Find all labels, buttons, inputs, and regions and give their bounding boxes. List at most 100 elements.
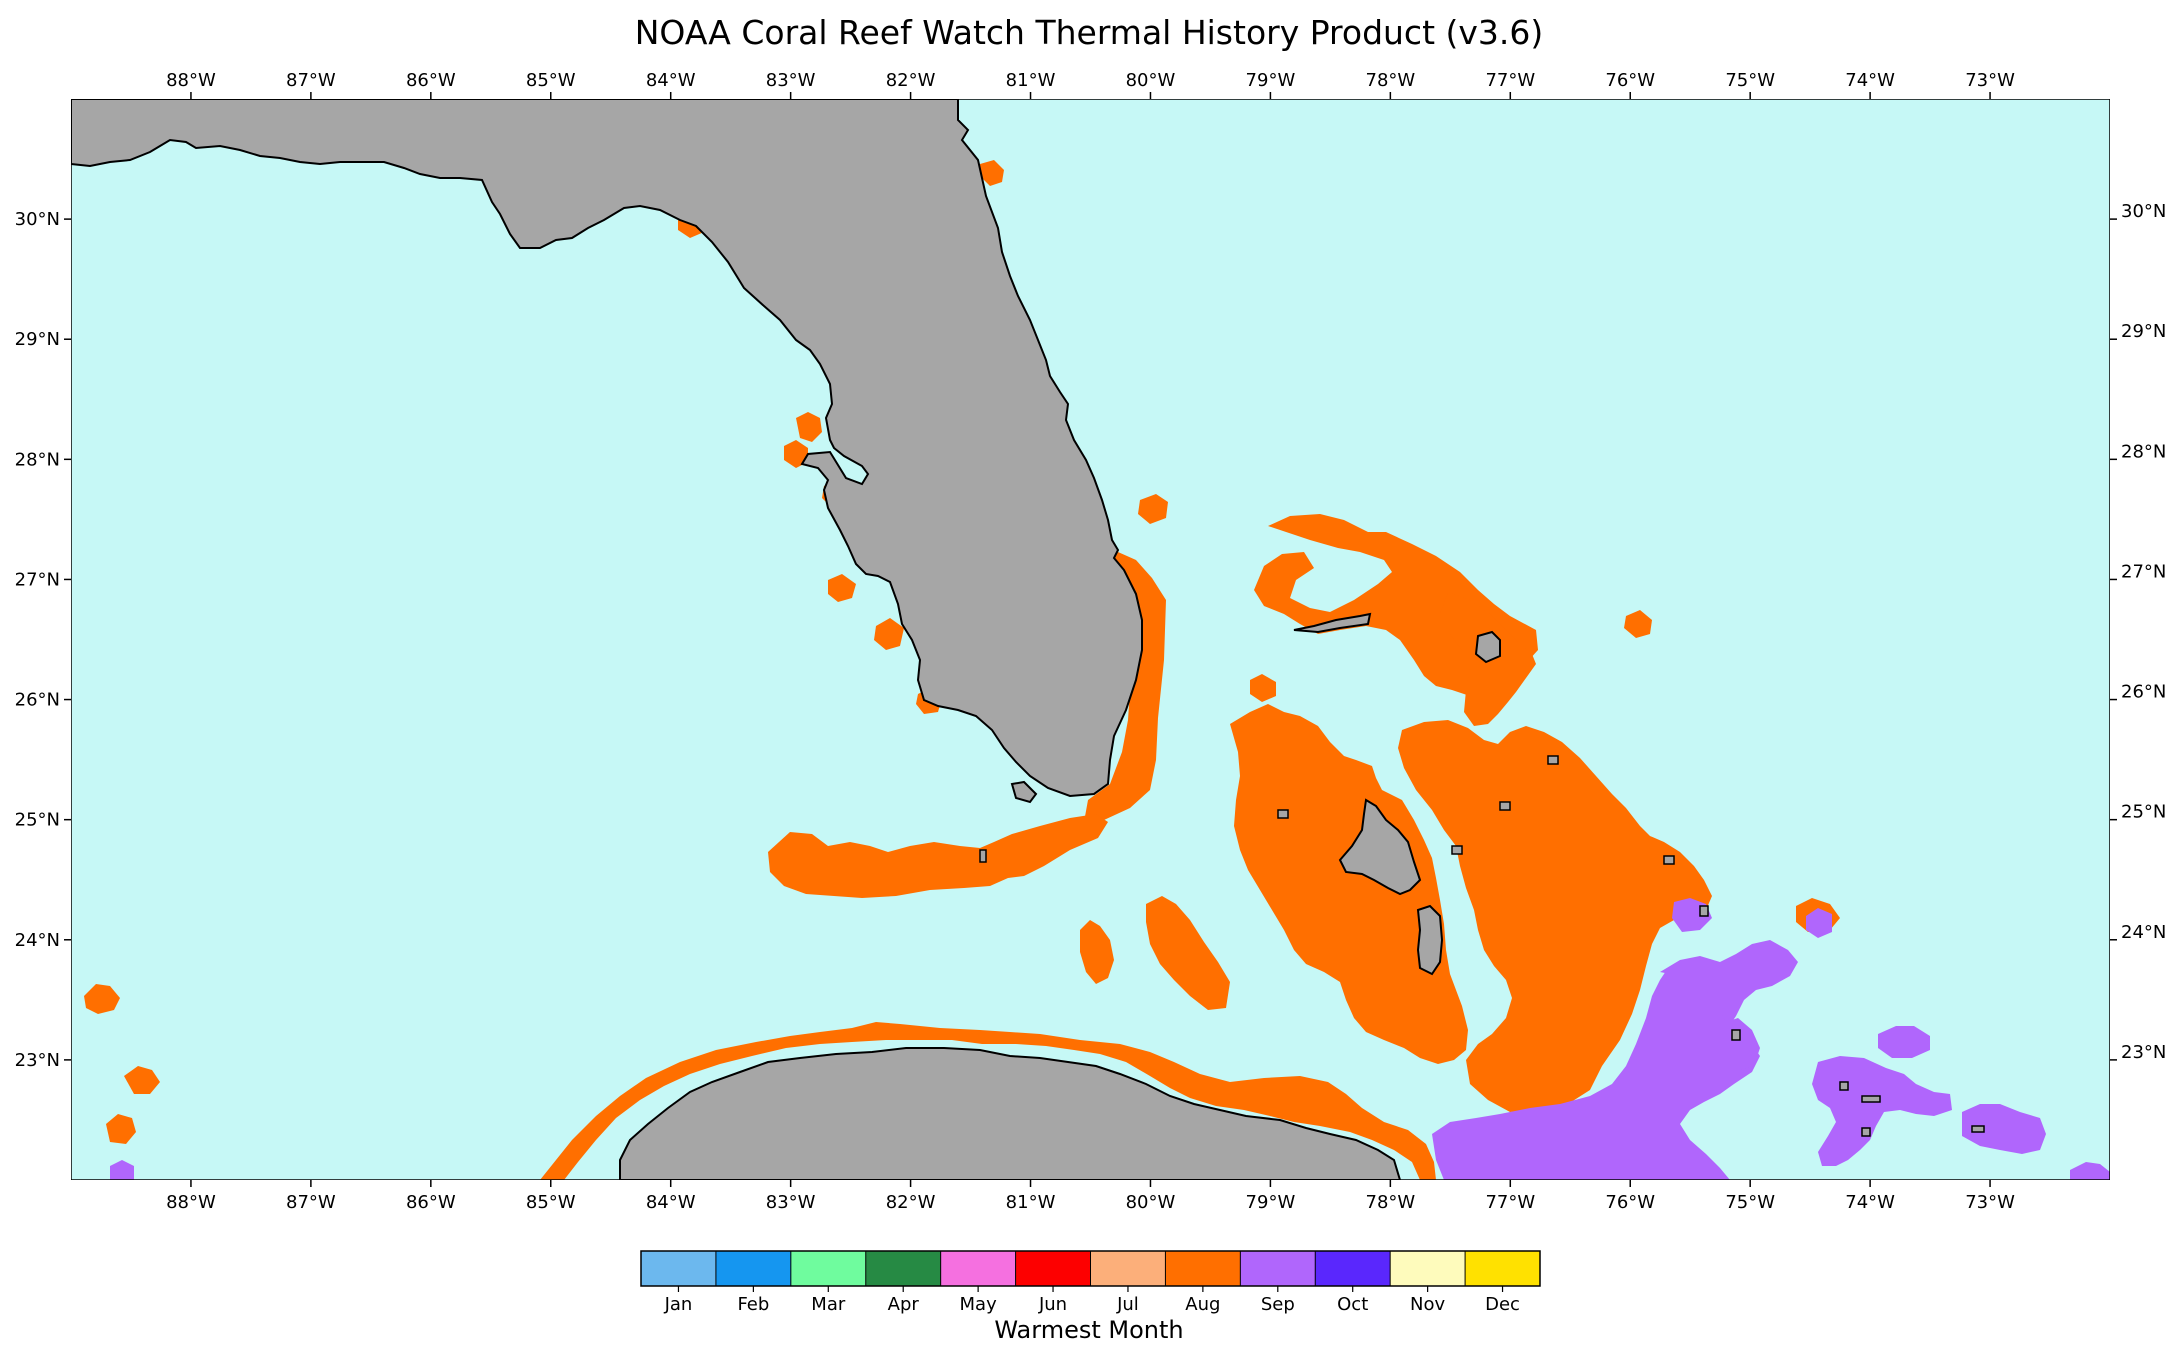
- sep-mayaguana: [1878, 1026, 1930, 1058]
- colorbar-swatch-sep: [1240, 1251, 1316, 1286]
- lat-tick-label-right: 23°N: [2121, 1042, 2166, 1063]
- lat-tick-label-left: 23°N: [15, 1050, 60, 1071]
- colorbar-label: Jan: [664, 1294, 693, 1315]
- land-florida: [71, 99, 1143, 798]
- lat-tick-label-left: 26°N: [15, 690, 60, 711]
- lat-tick-label-right: 25°N: [2121, 802, 2166, 823]
- aug-cay-sal: [1080, 920, 1114, 984]
- land-masses: [71, 99, 1501, 1180]
- lon-tick-label-top: 78°W: [1366, 70, 1416, 91]
- aug-west-florida-4: [828, 574, 856, 602]
- sep-ragged: [1806, 908, 1832, 938]
- lon-tick-label-bottom: 83°W: [766, 1192, 816, 1213]
- sep-long-island: [1660, 940, 1798, 1028]
- lat-tick-label-left: 25°N: [15, 810, 60, 831]
- small-islets: [979, 755, 1985, 1137]
- colorbar-swatch-oct: [1315, 1251, 1391, 1286]
- colorbar-swatch-mar: [790, 1251, 866, 1286]
- colorbar-swatch-feb: [715, 1251, 791, 1286]
- lon-tick-label-bottom: 73°W: [1965, 1192, 2015, 1213]
- sep-turks: [2070, 1162, 2110, 1180]
- lon-tick-label-bottom: 78°W: [1366, 1192, 1416, 1213]
- lat-tick-label-left: 27°N: [15, 569, 60, 590]
- colorbar-label: Sep: [1261, 1294, 1295, 1315]
- lon-tick-label-top: 84°W: [646, 70, 696, 91]
- lat-tick-label-left: 24°N: [15, 930, 60, 951]
- islet-4: [1663, 855, 1675, 865]
- lon-tick-label-bottom: 74°W: [1845, 1192, 1895, 1213]
- colorbar-label: Oct: [1337, 1294, 1368, 1315]
- aug-nassau-shelf: [1138, 494, 1168, 524]
- lon-tick-label-bottom: 76°W: [1605, 1192, 1655, 1213]
- lon-tick-label-bottom: 80°W: [1126, 1192, 1176, 1213]
- lon-tick-label-bottom: 75°W: [1725, 1192, 1775, 1213]
- land-cuba-keys: [1010, 780, 1038, 804]
- lon-tick-label-bottom: 84°W: [646, 1192, 696, 1213]
- aug-west-florida-5: [874, 618, 904, 650]
- lon-tick-label-top: 82°W: [886, 70, 936, 91]
- lon-tick-label-top: 85°W: [526, 70, 576, 91]
- colorbar-label: Jul: [1116, 1294, 1139, 1315]
- lon-tick-label-top: 83°W: [766, 70, 816, 91]
- lon-tick-label-top: 86°W: [406, 70, 456, 91]
- map-title: NOAA Coral Reef Watch Thermal History Pr…: [635, 13, 1544, 52]
- lon-ticks-top: 88°W 87°W 86°W 85°W 84°W 83°W 82°W 81°W 80°W 79°W…: [166, 70, 2015, 99]
- lon-tick-label-top: 87°W: [286, 70, 336, 91]
- colorbar-swatch-apr: [865, 1251, 941, 1286]
- aug-east-florida-coast: [1084, 552, 1166, 822]
- land-grand-bahama: [1293, 612, 1372, 634]
- colorbar-swatch-dec: [1465, 1251, 1540, 1286]
- islet-8: [1971, 1125, 1985, 1133]
- colorbar-label: Feb: [737, 1294, 769, 1315]
- aug-exuma-eleuthera: [1398, 720, 1712, 1112]
- colorbar-label: Dec: [1485, 1294, 1520, 1315]
- lat-tick-label-right: 28°N: [2121, 441, 2166, 462]
- islet-9: [979, 849, 987, 863]
- colorbar-label: Mar: [811, 1294, 846, 1315]
- lon-tick-label-bottom: 82°W: [886, 1192, 936, 1213]
- aug-florida-keys: [768, 814, 1108, 898]
- lat-ticks-right: 23°N 24°N 25°N 26°N 27°N 28°N 29°N 30°N: [2110, 201, 2166, 1063]
- land-south-andros: [1416, 904, 1444, 976]
- lon-tick-label-top: 80°W: [1126, 70, 1176, 91]
- colorbar-swatch-jul: [1090, 1251, 1166, 1286]
- sep-old-bahama-channel: [1432, 966, 1760, 1180]
- lat-tick-label-left: 28°N: [15, 449, 60, 470]
- lon-tick-label-top: 81°W: [1006, 70, 1056, 91]
- islet-1: [1451, 845, 1463, 855]
- lat-tick-label-left: 30°N: [15, 209, 60, 230]
- lon-tick-label-bottom: 81°W: [1006, 1192, 1056, 1213]
- lat-tick-label-right: 30°N: [2121, 201, 2166, 222]
- aug-eleuthera-east: [1624, 610, 1652, 638]
- lat-tick-label-left: 29°N: [15, 329, 60, 350]
- colorbar-title: Warmest Month: [994, 1316, 1183, 1344]
- colorbar: Jan Feb Mar Apr May Jun Jul Aug Sep Oct Nov Dec: [640, 1250, 1541, 1315]
- colorbar-swatch-jun: [1015, 1251, 1091, 1286]
- land-andros: [1338, 798, 1422, 896]
- lon-tick-label-bottom: 79°W: [1246, 1192, 1296, 1213]
- islet-11: [1839, 1081, 1849, 1091]
- land-abaco: [1474, 630, 1501, 664]
- lon-tick-label-bottom: 85°W: [526, 1192, 576, 1213]
- colorbar-label: May: [960, 1294, 998, 1315]
- lon-tick-label-top: 88°W: [166, 70, 216, 91]
- lon-tick-label-bottom: 88°W: [166, 1192, 216, 1213]
- sep-inagua: [1962, 1104, 2046, 1154]
- colorbar-swatch-aug: [1165, 1251, 1241, 1286]
- lat-tick-label-right: 27°N: [2121, 561, 2166, 582]
- lon-ticks-bottom: 88°W 87°W 86°W 85°W 84°W 83°W 82°W 81°W 80°W 79°W…: [166, 1180, 2015, 1213]
- islet-6: [1731, 1029, 1741, 1041]
- islet-3: [1499, 801, 1511, 811]
- lat-tick-label-right: 29°N: [2121, 321, 2166, 342]
- aug-jacksonville: [980, 160, 1004, 186]
- islet-10: [1277, 809, 1289, 819]
- colorbar-label: Aug: [1185, 1294, 1220, 1315]
- aug-gulf-1: [84, 984, 120, 1014]
- islet-5: [1699, 905, 1709, 917]
- aug-andros-bank: [1230, 704, 1468, 1064]
- lon-tick-label-top: 73°W: [1965, 70, 2015, 91]
- aug-gulf-2: [124, 1066, 160, 1094]
- aug-west-florida-2: [784, 440, 808, 468]
- lon-tick-label-top: 74°W: [1845, 70, 1895, 91]
